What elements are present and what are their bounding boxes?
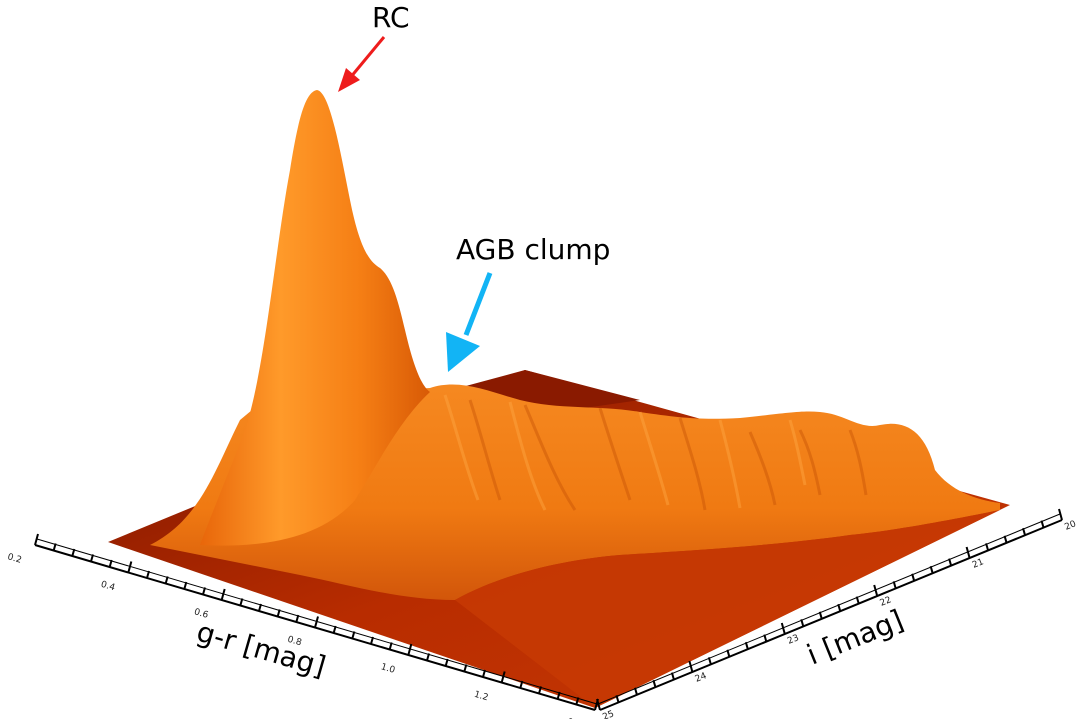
y-axis <box>596 508 1063 711</box>
y-major-tick <box>780 622 786 635</box>
x-tick-label: 1.2 <box>473 690 490 704</box>
y-tick-label: 25 <box>601 709 615 719</box>
x-major-tick <box>407 643 413 656</box>
y-major-tick <box>596 698 601 711</box>
agb-arrow <box>446 272 493 372</box>
x-axis-ticks <box>34 533 599 711</box>
y-minor-tick <box>1022 527 1027 536</box>
y-minor-tick <box>1003 535 1008 544</box>
x-minor-tick <box>463 664 468 672</box>
x-minor-tick <box>370 636 374 645</box>
y-minor-tick <box>855 596 860 604</box>
y-tick-label: 23 <box>786 633 800 647</box>
x-minor-tick <box>276 609 281 617</box>
x-tick-label: 1.4 <box>566 717 583 719</box>
y-minor-tick <box>837 603 842 612</box>
x-major-tick <box>314 616 319 628</box>
agb-clump-label: AGB clump <box>456 233 610 266</box>
y-minor-tick <box>633 687 638 696</box>
x-tick-label: 0.4 <box>100 580 117 594</box>
y-minor-tick <box>948 558 953 566</box>
y-minor-tick <box>763 634 768 642</box>
x-minor-tick <box>332 625 337 634</box>
x-minor-tick <box>388 642 393 650</box>
x-minor-tick <box>295 614 300 623</box>
x-major-tick <box>220 588 226 601</box>
x-minor-tick <box>90 554 94 562</box>
x-major-tick <box>34 533 39 546</box>
x-minor-tick <box>108 559 113 568</box>
y-minor-tick <box>726 649 731 658</box>
x-minor-tick <box>426 653 430 661</box>
y-tick-label: 22 <box>879 595 893 609</box>
x-minor-tick <box>146 570 150 579</box>
y-minor-tick <box>615 695 620 703</box>
y-major-tick <box>1058 508 1063 521</box>
rc-label: RC <box>372 1 410 34</box>
x-tick-label: 0.8 <box>286 635 303 649</box>
y-major-tick <box>873 584 879 597</box>
x-tick-label: 0.6 <box>193 607 210 621</box>
x-minor-tick <box>482 669 486 678</box>
x-minor-tick <box>71 548 76 557</box>
x-minor-tick <box>239 598 244 606</box>
y-minor-tick <box>911 573 916 582</box>
y-minor-tick <box>1040 520 1045 528</box>
ripple-highlights <box>443 394 807 511</box>
x-minor-tick <box>52 543 57 551</box>
x-major-tick <box>127 561 133 573</box>
y-minor-tick <box>892 581 897 589</box>
y-minor-tick <box>800 619 805 627</box>
rc-arrow <box>338 36 386 92</box>
x-minor-tick <box>258 603 262 612</box>
x-minor-tick <box>183 581 188 590</box>
y-minor-tick <box>985 543 990 551</box>
surface-front-shadow <box>455 510 1000 708</box>
y-minor-tick <box>929 565 934 574</box>
y-tick-label: 24 <box>694 671 709 685</box>
y-minor-tick <box>652 679 657 688</box>
y-axis-tick-labels: 25 24 23 22 21 20 <box>601 519 1078 719</box>
ripple-details <box>468 399 868 511</box>
x-minor-tick <box>444 658 449 667</box>
y-minor-tick <box>818 611 823 620</box>
y-minor-tick <box>744 641 749 650</box>
x-minor-tick <box>556 691 561 700</box>
x-major-tick <box>500 671 506 683</box>
x-minor-tick <box>519 680 524 689</box>
y-axis-ticks <box>596 508 1063 711</box>
x-axis-tick-labels: 0.2 0.4 0.6 0.8 1.0 1.2 1.4 <box>6 552 583 719</box>
y-axis-line <box>599 519 1063 711</box>
y-tick-label: 20 <box>1063 519 1078 533</box>
y-major-tick <box>688 660 694 673</box>
y-tick-label: 21 <box>971 557 985 571</box>
x-tick-label: 0.2 <box>6 552 23 566</box>
x-minor-tick <box>575 697 580 705</box>
y-minor-tick <box>707 657 712 665</box>
y-major-tick <box>965 546 971 559</box>
x-axis <box>34 533 599 711</box>
x-minor-tick <box>538 686 542 694</box>
x-minor-tick <box>351 631 356 639</box>
x-tick-label: 1.0 <box>380 662 397 676</box>
x-minor-tick <box>202 587 206 595</box>
y-minor-tick <box>670 672 675 680</box>
x-minor-tick <box>164 576 169 584</box>
rc-peak <box>200 90 430 546</box>
